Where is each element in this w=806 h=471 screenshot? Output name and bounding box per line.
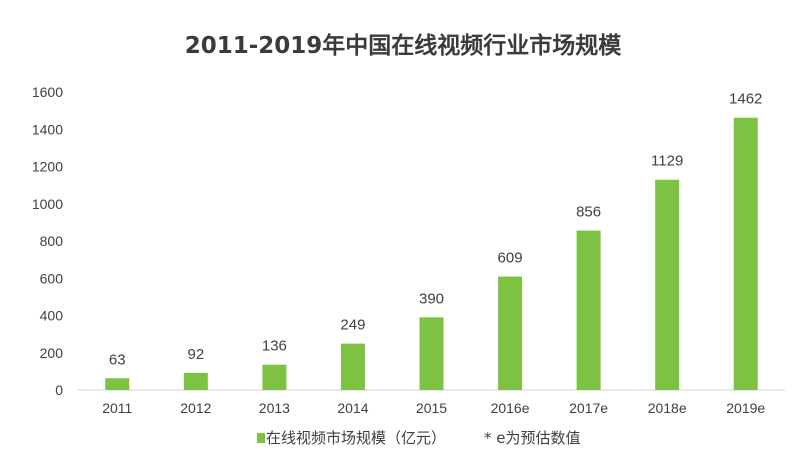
bar	[655, 179, 680, 390]
x-tick-label: 2017e	[569, 400, 608, 416]
y-tick-label: 600	[40, 270, 64, 286]
x-tick-label: 2016e	[491, 400, 530, 416]
y-tick-label: 1200	[32, 159, 63, 175]
bar-value-label: 609	[498, 250, 523, 267]
x-tick-label: 2014	[337, 400, 368, 416]
bar	[183, 372, 208, 390]
bar-value-label: 856	[576, 204, 601, 221]
bar	[262, 364, 287, 390]
x-tick-label: 2015	[416, 400, 447, 416]
x-tick-label: 2019e	[726, 400, 765, 416]
bar	[498, 276, 523, 390]
y-tick-label: 1000	[32, 196, 63, 212]
x-tick-label: 2011	[102, 400, 132, 416]
bar-value-label: 249	[340, 317, 365, 334]
y-tick-label: 1600	[32, 84, 63, 100]
y-tick-label: 1400	[32, 121, 63, 137]
y-axis: 0 200 400 600 800 1000 1200 1400 1600	[32, 84, 63, 398]
x-tick-label: 2018e	[648, 400, 687, 416]
bar-value-label: 1129	[651, 153, 683, 170]
estimate-note: * e为预估数值	[484, 429, 581, 447]
y-tick-label: 200	[40, 345, 64, 361]
y-tick-label: 800	[40, 233, 64, 249]
bar	[419, 317, 444, 390]
bar-value-label: 390	[419, 290, 444, 307]
x-axis: 2011 2012 2013 2014 2015 2016e 2017e 2018e 2019e	[78, 389, 785, 416]
bar	[576, 230, 601, 390]
bar-value-label: 136	[262, 338, 287, 355]
bars-group: 63 92 136 249 390 609 856 1129 1462	[105, 91, 762, 390]
bar	[105, 378, 130, 390]
legend-series-label: 在线视频市场规模（亿元）	[266, 429, 446, 447]
y-tick-label: 0	[55, 382, 63, 398]
bar-value-label: 1462	[729, 91, 762, 108]
bar-value-label: 92	[187, 346, 204, 363]
bar-value-label: 63	[109, 351, 126, 368]
x-tick-label: 2012	[180, 400, 211, 416]
legend-swatch	[257, 433, 265, 443]
legend: 在线视频市场规模（亿元） * e为预估数值	[257, 429, 581, 447]
bar	[340, 343, 365, 390]
x-tick-label: 2013	[259, 400, 290, 416]
chart-title: 2011-2019年中国在线视频行业市场规模	[185, 32, 623, 59]
y-tick-label: 400	[40, 308, 64, 324]
bar	[733, 117, 758, 390]
